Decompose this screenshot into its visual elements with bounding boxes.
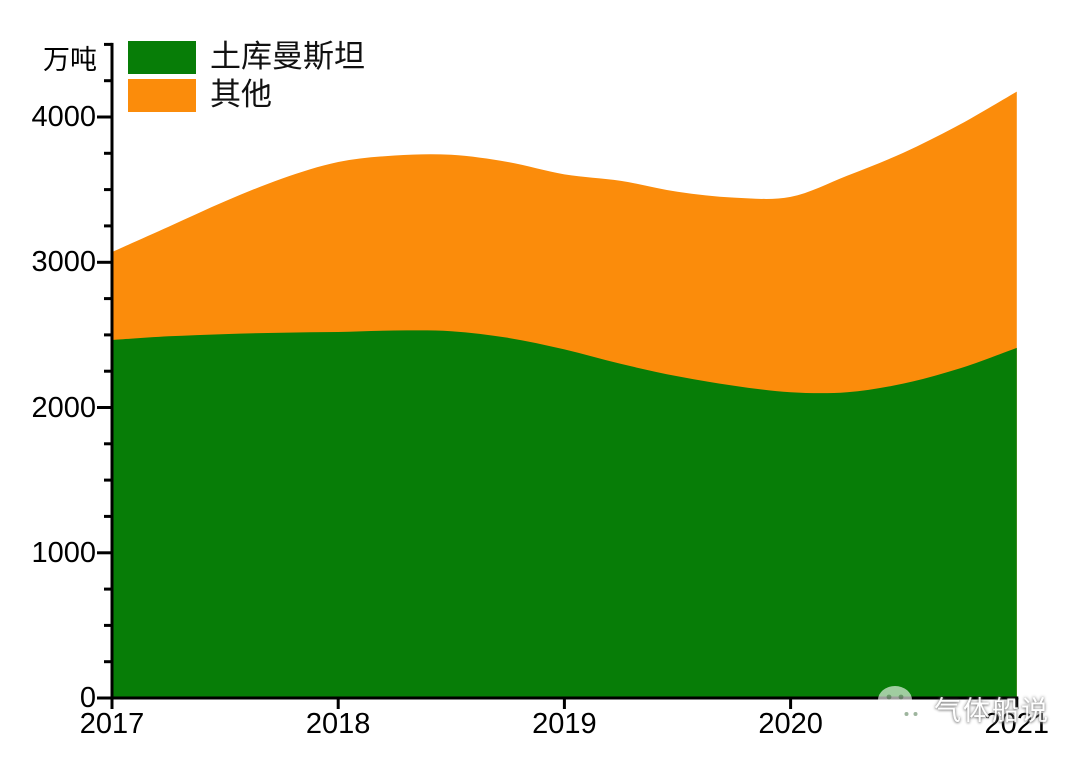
x-tick-label: 2017: [79, 708, 145, 740]
legend-item-turkmenistan: 土库曼斯坦: [128, 40, 365, 74]
y-tick-label: 1000: [31, 536, 96, 569]
y-tick-label: 3000: [31, 246, 96, 279]
legend-swatch: [128, 78, 196, 112]
wechat-icon: [878, 686, 924, 731]
y-axis-unit-label: 万吨: [43, 45, 97, 75]
legend: 土库曼斯坦 其他: [128, 40, 365, 116]
watermark-text: 气体船说: [934, 695, 1050, 726]
x-tick-label: 2020: [758, 708, 823, 740]
legend-swatch: [128, 40, 196, 74]
legend-item-other: 其他: [128, 78, 365, 112]
x-tick-label: 2021: [984, 708, 1050, 740]
area-turkmenistan: [112, 330, 1017, 698]
legend-label: 土库曼斯坦: [210, 39, 365, 74]
y-tick-label: 0: [79, 682, 96, 714]
watermark: 气体船说: [876, 684, 1050, 732]
x-tick-label: 2019: [532, 708, 597, 740]
y-tick-label: 2000: [31, 391, 96, 424]
y-tick-label: 4000: [31, 101, 96, 133]
x-tick-label: 2018: [305, 708, 371, 740]
legend-label: 其他: [210, 77, 272, 112]
